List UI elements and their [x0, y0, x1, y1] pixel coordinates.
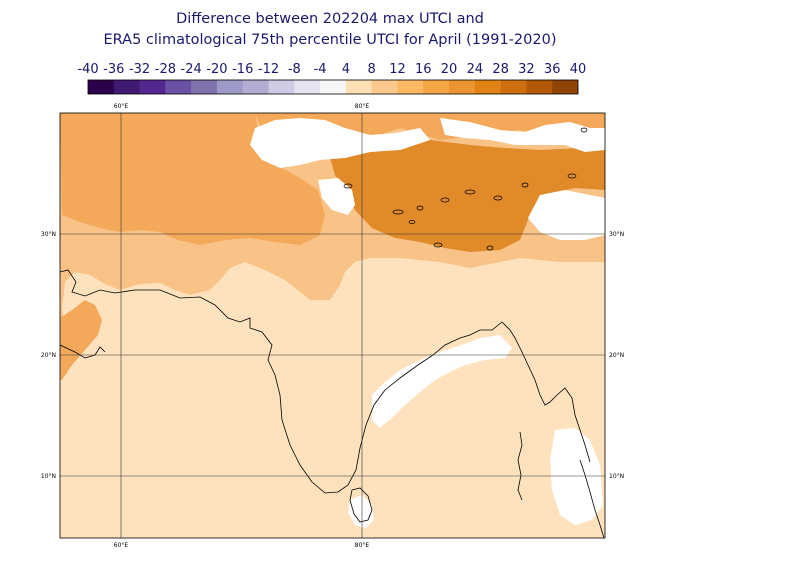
- coastline-sri-lanka: [349, 487, 373, 523]
- lon-bottom-label-60: 60°E: [114, 542, 129, 549]
- legend-tick-label: -40: [77, 62, 98, 77]
- legend-swatch: [320, 80, 347, 94]
- legend-swatch: [242, 80, 269, 94]
- neutral-patch-bay-of-bengal: [372, 335, 512, 428]
- legend-swatch: [371, 80, 398, 94]
- anomaly-field-strong-west-2: [60, 300, 102, 380]
- legend-tick-label: -28: [155, 62, 176, 77]
- map-frame: [59, 112, 606, 539]
- color-legend: -40 -36 -32 -28 -24 -20 -16 -12 -8 -4 4 8 12 16 20 24 28…: [77, 62, 587, 95]
- coastline-arabian: [60, 344, 106, 359]
- anomaly-field-intense-tibet: [330, 140, 605, 252]
- legend-tick-label: 36: [544, 62, 561, 77]
- lon-top-label-60: 60°E: [114, 103, 129, 110]
- legend-tick-label: -12: [258, 62, 279, 77]
- legend-swatch: [423, 80, 450, 94]
- coastline-andaman: [517, 431, 523, 501]
- legend-swatch: [474, 80, 501, 94]
- tibet-lakes: [343, 127, 588, 251]
- legend-tick-label: 8: [368, 62, 376, 77]
- legend-swatch: [191, 80, 218, 94]
- legend-tick-label: 32: [518, 62, 535, 77]
- lon-top-label-80: 80°E: [355, 103, 370, 110]
- legend-border: [87, 79, 579, 95]
- lat-right-label-10: 10°N: [609, 473, 624, 480]
- legend-swatch: [552, 80, 579, 94]
- legend-swatch: [88, 80, 115, 94]
- legend-tick-label: 4: [342, 62, 350, 77]
- legend-swatch: [165, 80, 192, 94]
- legend-tick-label: -32: [129, 62, 150, 77]
- neutral-patch-east-tibet: [528, 190, 605, 240]
- neutral-patch-west-himalaya: [318, 178, 355, 215]
- legend-swatch: [216, 80, 244, 94]
- lat-right-label-30: 30°N: [609, 231, 624, 238]
- legend-swatch: [139, 80, 166, 94]
- legend-tick-label: 20: [441, 62, 458, 77]
- map-title-line-1: Difference between 202204 max UTCI and: [176, 11, 484, 27]
- legend-tick-label: 16: [415, 62, 432, 77]
- legend-tick-label: -20: [206, 62, 227, 77]
- lat-left-label-10: 10°N: [41, 473, 56, 480]
- legend-tick-label: -36: [103, 62, 124, 77]
- map-title-line-2: ERA5 climatological 75th percentile UTCI…: [103, 32, 557, 48]
- legend-tick-label: -8: [288, 62, 301, 77]
- legend-tick-label: -4: [314, 62, 327, 77]
- legend-tick-label: -24: [181, 62, 202, 77]
- legend-swatch: [397, 80, 424, 94]
- lon-bottom-label-80: 80°E: [355, 542, 370, 549]
- legend-tick-label: 40: [570, 62, 587, 77]
- lat-left-label-20: 20°N: [41, 352, 56, 359]
- legend-swatch: [294, 80, 321, 94]
- lat-left-label-30: 30°N: [41, 231, 56, 238]
- coastline-malay: [579, 459, 605, 538]
- legend-tick-label: 28: [492, 62, 509, 77]
- legend-swatch: [268, 80, 295, 94]
- legend-swatch: [113, 80, 140, 94]
- legend-swatch: [449, 80, 476, 94]
- legend-tick-label: -16: [232, 62, 253, 77]
- graticule: [60, 113, 605, 538]
- legend-swatch: [526, 80, 553, 94]
- neutral-patch-south-andaman: [550, 428, 603, 525]
- coastline-india: [60, 269, 591, 494]
- legend-swatch: [500, 80, 527, 94]
- neutral-patch-karakoram: [250, 118, 430, 168]
- legend-tick-label: 12: [389, 62, 406, 77]
- neutral-patch-kunlun: [440, 118, 605, 152]
- lat-right-label-20: 20°N: [609, 352, 624, 359]
- legend-tick-label: 24: [467, 62, 484, 77]
- legend-swatch: [345, 80, 372, 94]
